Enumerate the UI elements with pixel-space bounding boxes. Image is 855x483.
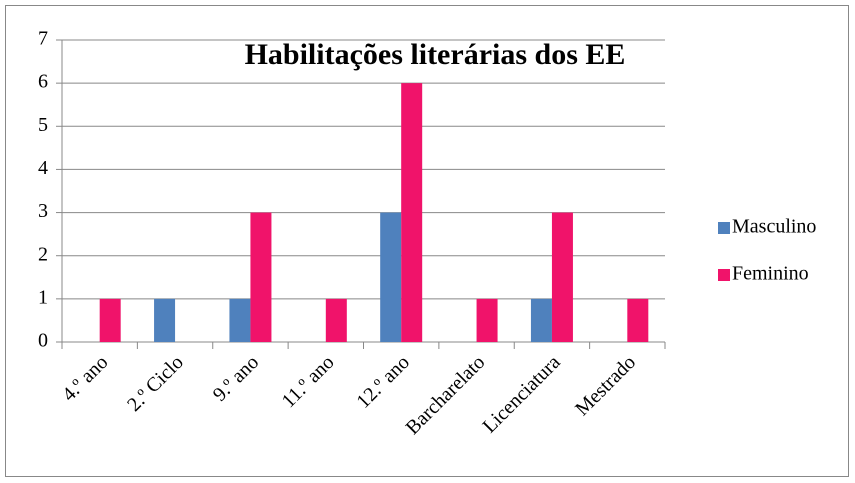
bar [551,212,573,342]
y-tick-label: 5 [38,114,48,136]
y-tick-label: 7 [38,28,48,50]
bar [401,83,423,343]
legend-label: Masculino [732,216,816,238]
bar [380,212,402,342]
legend-swatch [718,222,730,234]
bar [325,298,347,342]
bar [99,298,121,342]
y-tick-label: 1 [38,286,48,308]
legend-label: Feminino [732,263,809,285]
bar [627,298,649,342]
y-tick-label: 2 [38,243,48,265]
bar [476,298,498,342]
bar [250,212,272,342]
bar [154,298,176,342]
y-tick-label: 0 [38,330,48,352]
legend-swatch [718,269,730,281]
bar [530,298,552,342]
bar [229,298,251,342]
chart-border [5,5,849,477]
y-tick-label: 3 [38,200,48,222]
chart-title: Habilitações literárias dos EE [245,38,626,71]
y-tick-label: 6 [38,71,48,93]
y-tick-label: 4 [38,157,48,179]
